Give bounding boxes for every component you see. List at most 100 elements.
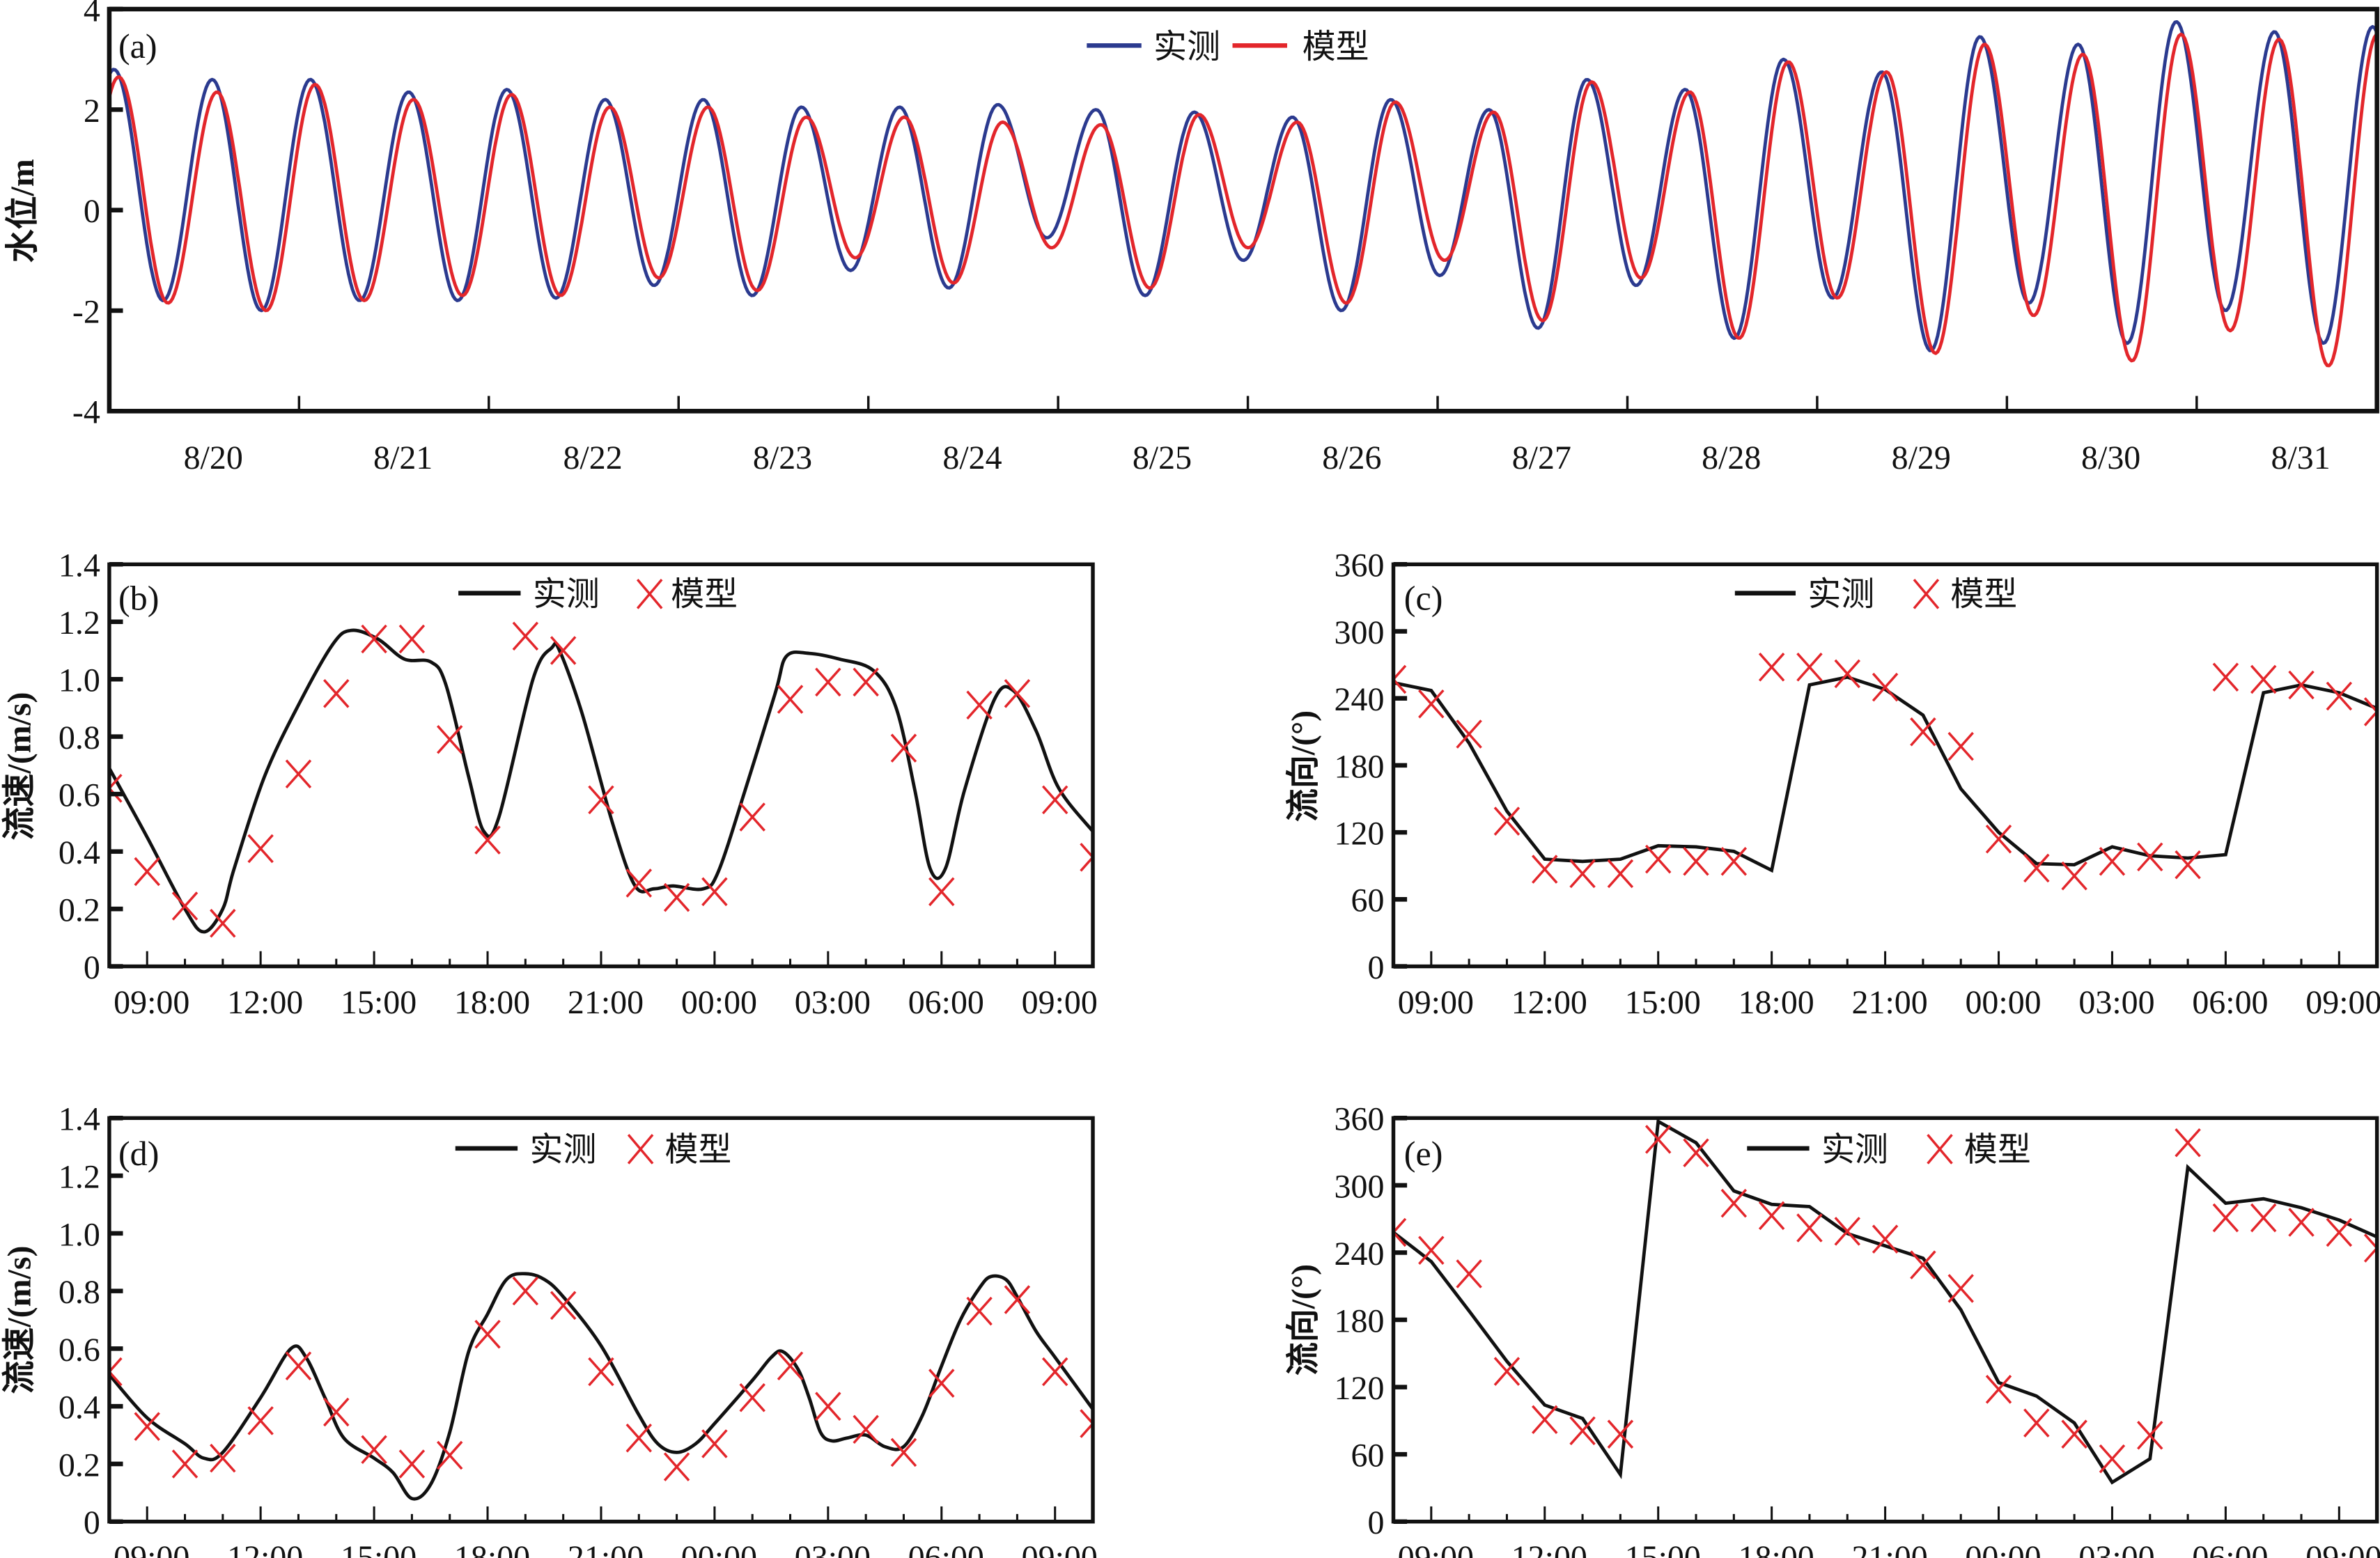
model-marker (853, 667, 879, 697)
model-marker (171, 1449, 199, 1479)
y-tick-label: 1.0 (59, 662, 100, 699)
y-tick-label: 300 (1335, 614, 1385, 651)
model-marker (2212, 1203, 2239, 1233)
model-water-level-line (109, 32, 2377, 368)
model-marker (474, 1319, 501, 1349)
model-marker (966, 1296, 993, 1326)
model-marker (550, 636, 577, 665)
model-marker (1569, 859, 1596, 889)
panel-d-plot-area (109, 1272, 1094, 1501)
x-tick-label: 12:00 (227, 1539, 303, 1558)
x-tick-label: 09:00 (114, 1539, 189, 1558)
legend-observed-label: 实测 (1807, 576, 1874, 613)
model-marker (436, 725, 463, 754)
x-tick-label: 21:00 (1852, 1539, 1928, 1558)
x-tick-label: 09:00 (114, 984, 189, 1021)
y-tick-label: 300 (1335, 1168, 1385, 1205)
model-marker (1796, 1213, 1823, 1242)
y-tick-label: 0.6 (59, 777, 100, 814)
model-marker (1834, 659, 1861, 689)
panel-e-legend: 实测 模型 (1747, 1131, 2031, 1168)
model-marker (247, 834, 274, 864)
model-marker (1607, 859, 1634, 889)
x-tick-label: 06:00 (908, 1539, 984, 1558)
x-tick-label: 18:00 (1739, 984, 1814, 1021)
x-tick-label: 8/25 (1133, 439, 1192, 476)
model-marker (1418, 689, 1445, 719)
model-marker (2250, 1203, 2277, 1233)
model-marker (663, 882, 690, 912)
model-marker (777, 1351, 804, 1381)
panel-c-ylabel: 流向/(°) (1285, 710, 1322, 822)
x-tick-label: 15:00 (1625, 1539, 1701, 1558)
model-marker (1393, 1217, 1407, 1247)
y-tick-label: 0.4 (59, 1389, 100, 1426)
panel-a-frame (107, 6, 2379, 414)
panel-b-label: (b) (118, 579, 159, 618)
y-tick-label: 360 (1335, 547, 1385, 584)
y-tick-label: 1.4 (59, 1101, 100, 1138)
model-marker (890, 733, 917, 763)
panel-e: (e) 流向/(°) 实测 模型 0 60 120 180 240 300 360 09:00… (1285, 1101, 2380, 1558)
model-marker (1456, 719, 1482, 749)
model-marker (1041, 785, 1068, 815)
model-marker (398, 624, 426, 654)
x-tick-label: 03:00 (795, 984, 871, 1021)
model-marker (663, 1452, 690, 1481)
x-tick-label: 09:00 (2305, 1539, 2380, 1558)
x-tick-label: 03:00 (795, 1539, 871, 1558)
model-marker (1985, 824, 2012, 854)
model-marker (1758, 1201, 1785, 1231)
y-tick-label: 2 (84, 93, 100, 130)
legend-observed-label: 实测 (1153, 29, 1220, 65)
model-marker (109, 774, 123, 803)
y-tick-label: 60 (1351, 1438, 1385, 1474)
model-marker (1683, 847, 1709, 876)
x-tick-label: 8/29 (1892, 439, 1951, 476)
model-marker (2061, 1419, 2087, 1449)
model-marker (2137, 1421, 2163, 1450)
panel-d-ylabel: 流速/(m/s) (1, 1246, 38, 1394)
model-marker (966, 690, 993, 720)
x-tick-label: 00:00 (1965, 984, 2041, 1021)
y-tick-label: 1.2 (59, 605, 100, 641)
x-tick-label: 09:00 (1022, 1539, 1098, 1558)
x-tick-label: 21:00 (568, 984, 644, 1021)
y-tick-label: 0.2 (59, 1447, 100, 1483)
model-marker (361, 1435, 387, 1465)
x-tick-label: 15:00 (1625, 984, 1701, 1021)
model-marker (588, 785, 614, 815)
model-marker (323, 1397, 350, 1427)
x-tick-label: 12:00 (1511, 984, 1587, 1021)
model-marker (1493, 1357, 1520, 1386)
observed-line (109, 1272, 1094, 1501)
model-marker (1947, 731, 1974, 761)
panel-a: (a) 水位/m 实测 模型 -4 -2 0 2 4 8/20 8/21 8/22 8/23 8/… (4, 0, 2379, 476)
model-marker (1644, 844, 1672, 874)
panel-b-frame (107, 562, 1095, 969)
model-marker (361, 624, 387, 654)
x-tick-label: 8/30 (2081, 439, 2140, 476)
model-marker (1644, 1125, 1672, 1154)
y-tick-label: 0 (84, 193, 100, 230)
x-tick-label: 09:00 (2305, 984, 2380, 1021)
model-marker (512, 1276, 539, 1306)
x-tick-label: 18:00 (454, 1539, 530, 1558)
y-tick-label: 0 (84, 949, 100, 986)
panel-b-plot-area (109, 621, 1094, 938)
legend-model-label: 模型 (664, 1131, 731, 1168)
panel-e-label: (e) (1404, 1134, 1443, 1173)
model-marker (1607, 1419, 1634, 1449)
model-marker (2061, 861, 2087, 891)
model-marker (1080, 1409, 1094, 1438)
observed-line (1393, 675, 2377, 873)
model-marker (1532, 855, 1558, 884)
y-tick-label: 0.4 (59, 834, 100, 871)
model-marker (474, 825, 501, 855)
y-tick-label: 0.2 (59, 891, 100, 928)
y-tick-label: 1.2 (59, 1159, 100, 1196)
model-marker (2023, 853, 2050, 883)
x-tick-label: 18:00 (454, 984, 530, 1021)
y-tick-label: 0.8 (59, 719, 100, 756)
